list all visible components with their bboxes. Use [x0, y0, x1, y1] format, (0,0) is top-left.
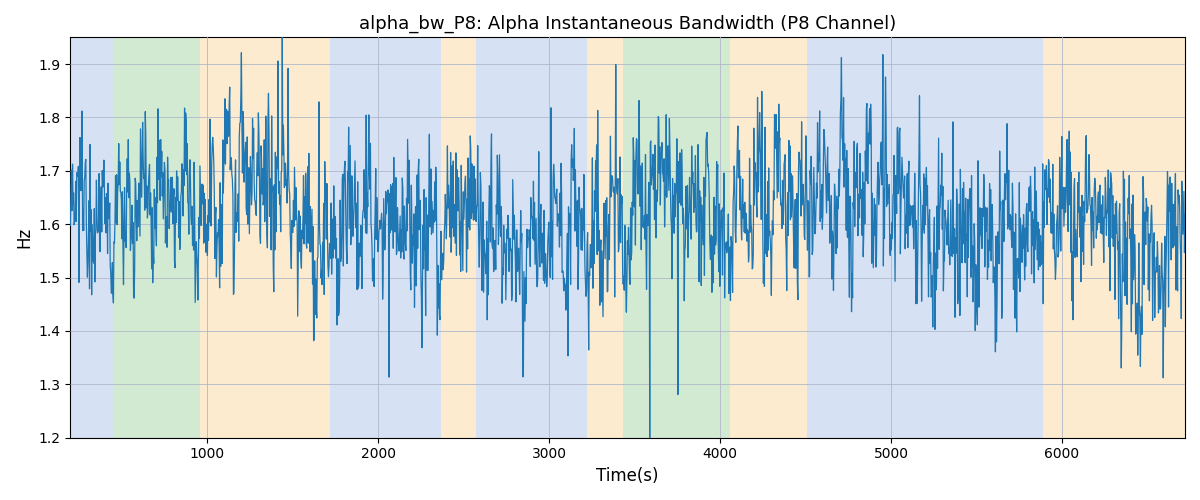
- X-axis label: Time(s): Time(s): [596, 467, 659, 485]
- Bar: [623, 38, 731, 438]
- Bar: [1043, 38, 1186, 438]
- Bar: [442, 38, 475, 438]
- Bar: [200, 38, 330, 438]
- Bar: [113, 38, 200, 438]
- Y-axis label: Hz: Hz: [14, 227, 32, 248]
- Title: alpha_bw_P8: Alpha Instantaneous Bandwidth (P8 Channel): alpha_bw_P8: Alpha Instantaneous Bandwid…: [359, 15, 896, 34]
- Bar: [475, 38, 587, 438]
- Bar: [330, 38, 442, 438]
- Bar: [587, 38, 623, 438]
- Bar: [808, 38, 1043, 438]
- Bar: [71, 38, 113, 438]
- Bar: [731, 38, 808, 438]
